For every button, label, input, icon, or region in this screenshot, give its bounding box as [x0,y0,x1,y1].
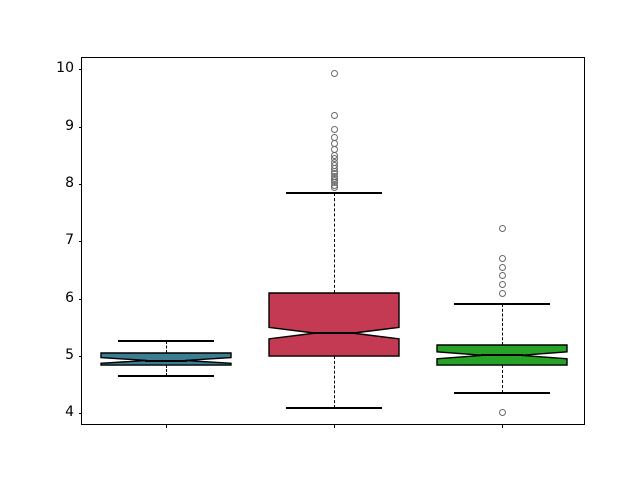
outlier-marker [330,111,338,119]
y-axis-tick-label: 9 [65,117,74,134]
x-axis-tick-mark [502,424,503,428]
median-line [313,332,355,335]
box-plot-item[interactable] [82,58,586,424]
outlier-marker [498,280,506,288]
outlier-marker [330,69,338,77]
y-axis-tick-label: 5 [65,347,74,364]
y-axis-label [0,0,1,1]
whisker-line [502,364,503,394]
whisker-line [166,340,167,354]
y-axis-tick-mark [78,241,82,243]
y-axis-tick-label: 10 [56,60,74,77]
outlier-marker [498,255,506,263]
y-axis-tick-mark [78,298,82,300]
median-line [481,353,523,356]
whisker-line [502,304,503,345]
x-axis-tick-mark [334,424,335,428]
y-axis-tick-label: 6 [65,289,74,306]
whisker-cap [454,303,550,306]
outlier-marker [330,184,338,192]
y-axis-tick-mark [78,356,82,358]
y-axis-tick-label: 4 [65,404,74,421]
outlier-marker [498,408,506,416]
outlier-marker [498,263,506,271]
chart-title [0,0,1,1]
whisker-line [334,356,335,408]
y-axis-tick-mark [78,126,82,128]
outlier-marker [330,133,338,141]
whisker-cap [118,374,214,377]
outlier-marker [498,289,506,297]
whisker-cap [286,191,382,194]
y-axis-tick-mark [78,184,82,186]
box-plot-item[interactable] [82,58,586,424]
x-axis-tick-mark [166,424,167,428]
y-axis-tick-label: 8 [65,175,74,192]
median-line [145,359,187,362]
y-axis-tick-label: 7 [65,232,74,249]
y-axis-tick-mark [78,413,82,415]
whisker-cap [454,392,550,395]
plot-area [78,57,586,428]
box-body[interactable] [268,292,400,357]
whisker-line [334,192,335,293]
outlier-marker [498,272,506,280]
whisker-cap [286,406,382,409]
whisker-cap [118,339,214,342]
outlier-marker [498,225,506,233]
x-axis-label [0,0,1,1]
y-axis-tick-mark [78,69,82,71]
box-body[interactable] [100,352,232,366]
whisker-line [166,365,167,376]
outlier-marker [330,126,338,134]
box-plot-item[interactable] [82,58,586,424]
